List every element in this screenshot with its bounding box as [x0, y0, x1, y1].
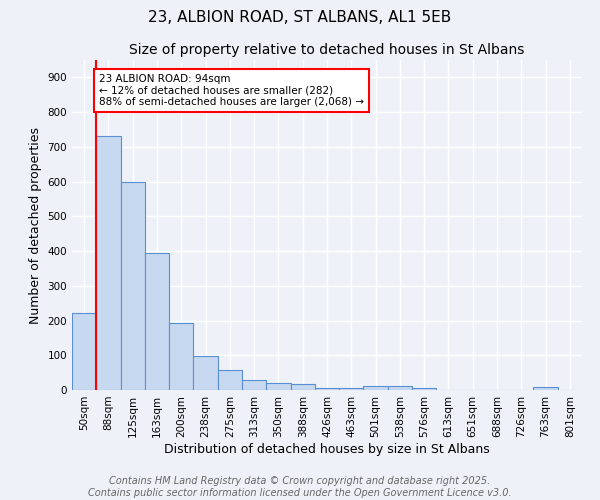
Bar	[145, 254, 169, 390]
Bar	[72, 313, 96, 390]
Title: Size of property relative to detached houses in St Albans: Size of property relative to detached ho…	[130, 44, 524, 58]
Bar	[96, 136, 121, 390]
Bar	[242, 380, 266, 390]
Bar	[364, 386, 388, 390]
Bar	[169, 324, 193, 390]
Text: Contains HM Land Registry data © Crown copyright and database right 2025.
Contai: Contains HM Land Registry data © Crown c…	[88, 476, 512, 498]
Bar	[266, 383, 290, 390]
X-axis label: Distribution of detached houses by size in St Albans: Distribution of detached houses by size …	[164, 442, 490, 456]
Bar	[218, 370, 242, 390]
Bar	[290, 384, 315, 390]
Bar	[412, 388, 436, 390]
Bar	[388, 386, 412, 390]
Y-axis label: Number of detached properties: Number of detached properties	[29, 126, 42, 324]
Text: 23 ALBION ROAD: 94sqm
← 12% of detached houses are smaller (282)
88% of semi-det: 23 ALBION ROAD: 94sqm ← 12% of detached …	[99, 74, 364, 107]
Bar	[315, 388, 339, 390]
Bar	[193, 356, 218, 390]
Bar	[121, 182, 145, 390]
Text: 23, ALBION ROAD, ST ALBANS, AL1 5EB: 23, ALBION ROAD, ST ALBANS, AL1 5EB	[148, 10, 452, 25]
Bar	[339, 388, 364, 390]
Bar	[533, 387, 558, 390]
